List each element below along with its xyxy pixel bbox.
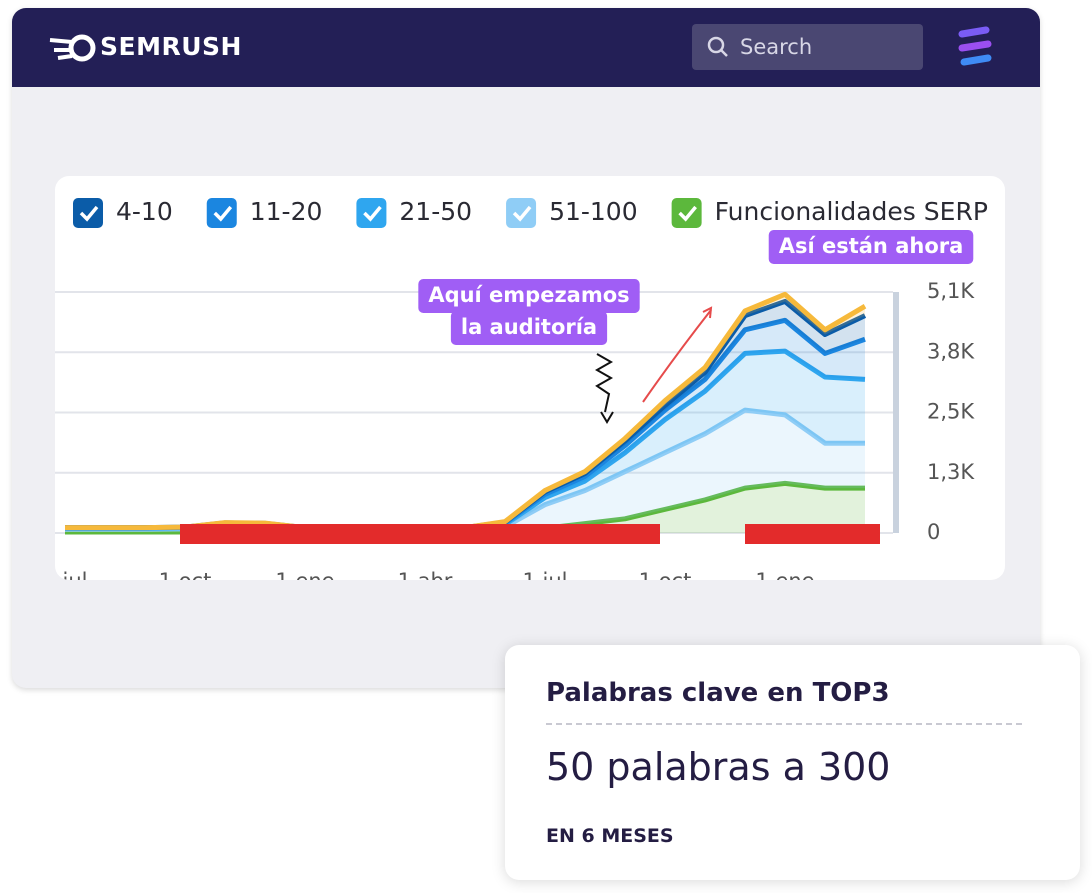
search-placeholder: Search	[740, 35, 813, 59]
app-window: SEMRUSH Search 4-10 11-20 21-50 51-100 Funci…	[12, 8, 1040, 688]
chart: 4-10 11-20 21-50 51-100 Funcionalidades SERP…	[55, 197, 988, 580]
x-tick-label: 1 abr	[398, 569, 453, 580]
legend-checkbox	[206, 198, 237, 228]
y-tick-label: 0	[927, 520, 940, 544]
area-fill	[65, 351, 865, 530]
check-mark	[363, 205, 382, 222]
legend-label: 11-20	[250, 197, 323, 226]
x-tick-label: 1 oct	[639, 569, 692, 580]
check-mark	[79, 205, 99, 222]
card-result: 50 palabras a 300	[546, 745, 891, 789]
annotation-box	[768, 230, 974, 264]
squiggle-arrow	[594, 353, 614, 413]
legend-checkbox	[73, 198, 103, 228]
legend-checkbox	[671, 198, 702, 228]
chart-panel: 4-10 11-20 21-50 51-100 Funcionalidades SERP…	[55, 176, 1005, 580]
header: SEMRUSH Search	[12, 8, 1040, 87]
legend-checkbox	[506, 198, 537, 228]
trend-arrow-head	[702, 306, 713, 319]
search-icon	[707, 36, 728, 57]
area-fill	[65, 320, 865, 529]
trend-arrow	[642, 309, 712, 403]
x-tick-label: 1 jul	[55, 569, 88, 580]
plot-edge	[893, 292, 899, 533]
card-period: EN 6 MESES	[546, 825, 674, 847]
arrow-head	[600, 411, 614, 424]
legend-label: 51-100	[549, 197, 638, 226]
separator	[546, 723, 1022, 725]
annotation-text: Así están ahora	[779, 234, 964, 258]
annotation-text: Aquí empezamos	[428, 283, 629, 307]
event-strip	[745, 524, 880, 544]
area-fill	[65, 410, 865, 533]
y-tick-label: 3,8K	[927, 339, 975, 363]
menu-icon[interactable]	[956, 26, 996, 70]
y-tick-label: 2,5K	[927, 400, 975, 424]
annotation-text: la auditoría	[461, 315, 597, 339]
x-tick-label: 1 oct	[159, 569, 212, 580]
card-title: Palabras clave en TOP3	[546, 678, 890, 708]
legend-label: 4-10	[116, 197, 173, 226]
check-mark	[512, 205, 532, 222]
check-mark	[678, 205, 697, 222]
legend-label: 21-50	[399, 197, 472, 226]
legend-label: Funcionalidades SERP	[715, 197, 988, 226]
area-fill	[65, 483, 865, 533]
x-tick-label: 1 ene	[755, 569, 814, 580]
result-card: Palabras clave en TOP3 50 palabras a 300…	[505, 645, 1080, 880]
y-tick-label: 1,3K	[927, 460, 975, 484]
check-mark	[213, 205, 233, 222]
x-tick-label: 1 jul	[522, 569, 567, 580]
logo-icon	[49, 34, 96, 62]
brand: SEMRUSH	[100, 32, 242, 61]
annotation-box	[418, 279, 640, 313]
legend-checkbox	[356, 198, 387, 228]
y-tick-label: 5,1K	[927, 279, 975, 303]
event-strip	[180, 524, 660, 544]
x-tick-label: 1 ene	[275, 569, 334, 580]
annotation-box	[450, 311, 608, 345]
search-box[interactable]: Search	[692, 24, 923, 70]
